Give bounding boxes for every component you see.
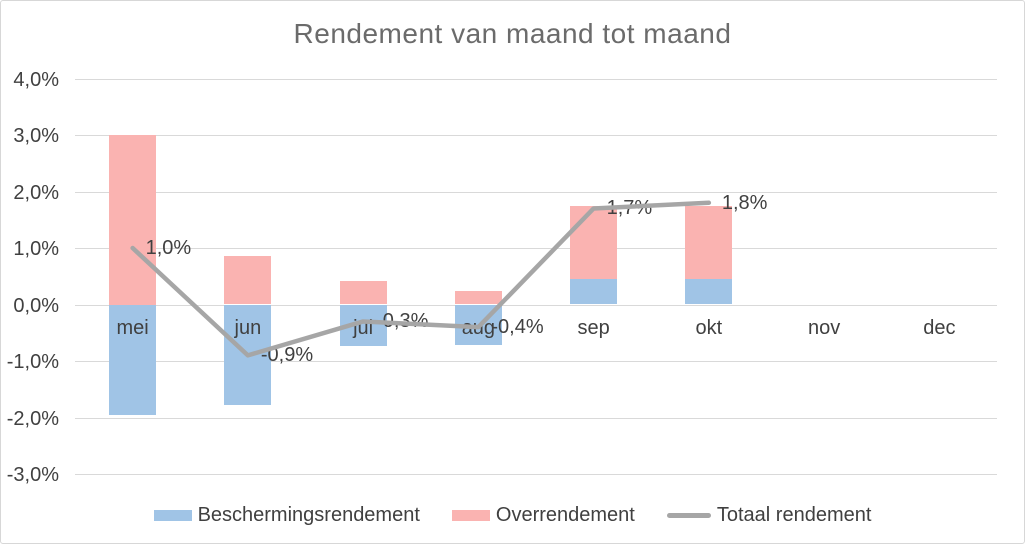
y-axis-tick-label: 2,0%: [13, 181, 59, 204]
y-axis-tick-label: -3,0%: [6, 464, 59, 486]
gridline: [75, 417, 997, 419]
legend: Beschermingsrendement Overrendement Totaal…: [1, 502, 1024, 528]
legend-item-overrendement: Overrendement: [451, 503, 635, 527]
legend-label: Beschermingsrendement: [197, 503, 420, 526]
x-category-label: mei: [116, 316, 149, 339]
x-category-label: nov: [808, 316, 841, 339]
line-data-label: -0,3%: [376, 310, 429, 333]
gridline: [75, 191, 997, 193]
bar-segment-overrendement: [685, 205, 733, 279]
gridline: [75, 304, 997, 306]
y-axis-tick-label: 0,0%: [13, 294, 59, 317]
line-data-label: -0,4%: [491, 316, 544, 339]
y-axis-tick-label: 1,0%: [13, 238, 59, 260]
gridline: [75, 78, 997, 80]
line-data-label: 1,0%: [145, 237, 192, 259]
chart-title: Rendement van maand tot maand: [293, 18, 732, 49]
bar-segment-beschermingsrendement: [685, 278, 733, 305]
x-category-label: sep: [577, 316, 610, 339]
line-data-label: 1,7%: [606, 197, 653, 220]
x-category-label: okt: [695, 316, 723, 339]
line-data-label: -0,9%: [260, 344, 314, 367]
x-category-label: dec: [923, 316, 956, 339]
line-data-label: 1,8%: [721, 191, 768, 214]
legend-swatch-bar-icon: [451, 509, 490, 521]
y-axis-tick-label: -1,0%: [6, 351, 59, 373]
gridline: [75, 248, 997, 249]
y-axis-tick-label: 4,0%: [13, 68, 59, 91]
legend-label: Totaal rendement: [716, 503, 872, 526]
bar-segment-overrendement: [109, 135, 157, 305]
legend-item-beschermingsrendement: Beschermingsrendement: [153, 503, 420, 527]
legend-swatch-bar-icon: [153, 509, 192, 521]
bar-segment-overrendement: [454, 290, 502, 305]
x-category-label: jun: [234, 316, 262, 339]
y-axis-tick-label: -2,0%: [6, 407, 59, 430]
bar-segment-overrendement: [224, 255, 272, 305]
gridline: [75, 474, 997, 475]
bar-segment-beschermingsrendement: [570, 278, 618, 305]
legend-label: Overrendement: [495, 503, 635, 526]
y-axis-tick-label: 3,0%: [13, 125, 59, 147]
gridline: [75, 135, 997, 136]
legend-swatch-line-icon: [666, 512, 711, 518]
gridline: [75, 361, 997, 362]
legend-item-totaal-rendement: Totaal rendement: [666, 503, 872, 527]
bar-segment-overrendement: [339, 280, 387, 305]
